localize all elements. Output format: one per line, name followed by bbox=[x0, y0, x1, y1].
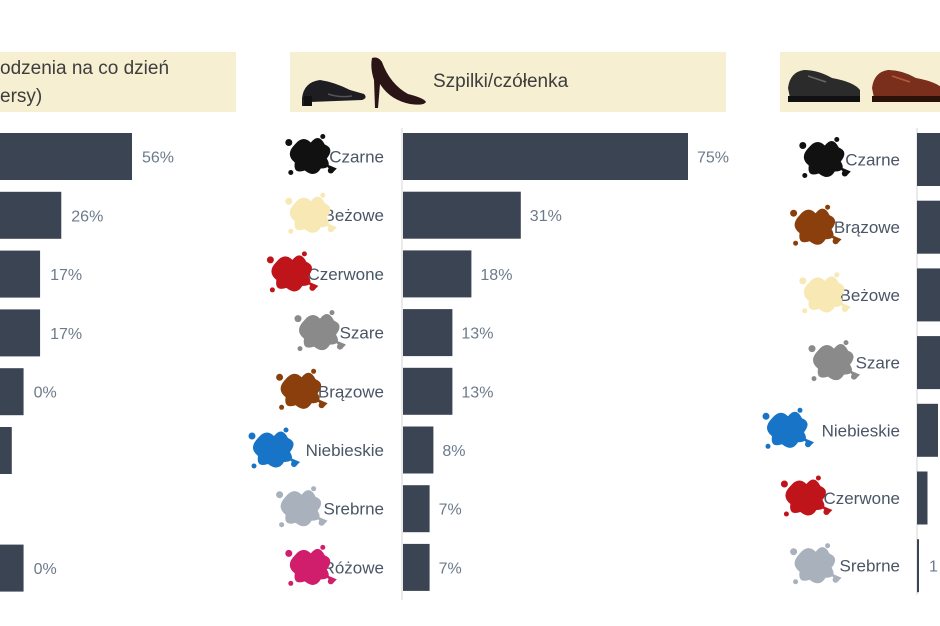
paint-splat-icon bbox=[285, 544, 337, 586]
category-label: Srebrne bbox=[324, 500, 384, 519]
bar-chart-men: Czarne Brązowe Beżowe Szare Niebieskie Czerwo… bbox=[762, 128, 940, 595]
chart-header-men bbox=[780, 52, 940, 112]
category-label: Beżowe bbox=[324, 206, 384, 225]
value-label: 17% bbox=[50, 326, 82, 343]
bar bbox=[403, 543, 430, 591]
value-label: 0% bbox=[34, 385, 57, 402]
bar-chart-casual: 56% 26% 17% 17% 0% 0% bbox=[0, 133, 174, 592]
chart-title-heels: Szpilki/czółenka bbox=[433, 71, 569, 92]
category-label: Czerwone bbox=[823, 489, 900, 508]
paint-splat-icon bbox=[790, 543, 842, 585]
bar bbox=[0, 191, 62, 239]
bar bbox=[403, 250, 472, 298]
category-label: Beżowe bbox=[840, 286, 900, 305]
paint-splat-icon bbox=[799, 137, 851, 178]
paint-splat-icon bbox=[285, 134, 337, 175]
value-label: 75% bbox=[697, 150, 729, 167]
paint-splat-icon bbox=[799, 272, 851, 314]
bar bbox=[0, 250, 41, 298]
category-label: Szare bbox=[856, 354, 900, 373]
category-label: Różowe bbox=[323, 558, 384, 577]
pump-shoe-icon bbox=[302, 80, 366, 106]
value-label: 31% bbox=[530, 208, 562, 225]
bar bbox=[403, 367, 453, 415]
bar bbox=[917, 403, 938, 457]
paint-splat-icon bbox=[266, 251, 319, 293]
value-label: 18% bbox=[480, 267, 512, 284]
paint-splat-icon bbox=[276, 486, 328, 528]
value-label: 17% bbox=[50, 267, 82, 284]
chart-header-casual: odzenia na co dzień ersy) bbox=[0, 52, 236, 112]
bar bbox=[917, 539, 919, 593]
paint-splat-icon bbox=[248, 427, 300, 469]
paint-splat-icon bbox=[285, 192, 337, 234]
paint-splat-icon bbox=[790, 204, 842, 246]
value-label: 7% bbox=[439, 502, 462, 519]
bar bbox=[0, 544, 24, 592]
bar bbox=[0, 368, 24, 416]
category-label: Czarne bbox=[845, 151, 900, 170]
value-label: 0% bbox=[34, 561, 57, 578]
category-label: Srebrne bbox=[840, 557, 900, 576]
category-label: Szare bbox=[340, 324, 384, 343]
black-oxford-shoe-icon bbox=[788, 70, 860, 102]
value-label: 8% bbox=[442, 443, 465, 460]
bar bbox=[917, 200, 940, 254]
bar bbox=[403, 191, 521, 239]
bar bbox=[917, 336, 940, 390]
chart-title-line2: ersy) bbox=[0, 86, 43, 107]
category-label: Niebieskie bbox=[822, 421, 900, 440]
chart-title-line1: odzenia na co dzień bbox=[0, 58, 170, 79]
bar bbox=[403, 133, 688, 180]
chart-panel-casual: odzenia na co dzień ersy) 56% 26% 17% 17% 0%… bbox=[0, 0, 250, 626]
chart-panel-men: Czarne Brązowe Beżowe Szare Niebieskie Czerwo… bbox=[755, 0, 940, 626]
value-label: 7% bbox=[439, 560, 462, 577]
brown-oxford-shoe-icon bbox=[872, 70, 940, 102]
value-label: 56% bbox=[142, 150, 174, 167]
value-label: 13% bbox=[461, 384, 493, 401]
bar bbox=[403, 426, 434, 474]
stiletto-shoe-icon bbox=[371, 57, 426, 108]
bar bbox=[0, 309, 41, 357]
bar-chart-heels: 75% Czarne 31% Beżowe 18% Czerwone 13% Szare 13%… bbox=[248, 128, 729, 600]
paint-splat-icon bbox=[808, 340, 860, 382]
value-label: 1 bbox=[929, 559, 938, 576]
paint-splat-icon bbox=[780, 475, 833, 517]
paint-splat-icon bbox=[276, 368, 328, 410]
bar bbox=[403, 485, 430, 533]
bar bbox=[917, 268, 940, 322]
chart-panel-heels: Szpilki/czółenka 75% Czarne 31% Beżowe 18% Cz… bbox=[245, 0, 745, 626]
value-label: 26% bbox=[71, 208, 103, 225]
bar bbox=[917, 133, 940, 186]
bar bbox=[917, 471, 928, 525]
bar bbox=[403, 309, 453, 357]
chart-header-heels: Szpilki/czółenka bbox=[290, 52, 726, 112]
paint-splat-icon bbox=[294, 310, 346, 352]
bar bbox=[0, 133, 132, 180]
category-label: Brązowe bbox=[318, 382, 384, 401]
category-label: Brązowe bbox=[834, 218, 900, 237]
category-label: Niebieskie bbox=[306, 441, 384, 460]
paint-splat-icon bbox=[762, 407, 814, 449]
bar bbox=[0, 427, 12, 474]
category-label: Czerwone bbox=[307, 265, 384, 284]
value-label: 13% bbox=[461, 326, 493, 343]
category-label: Czarne bbox=[329, 148, 384, 167]
